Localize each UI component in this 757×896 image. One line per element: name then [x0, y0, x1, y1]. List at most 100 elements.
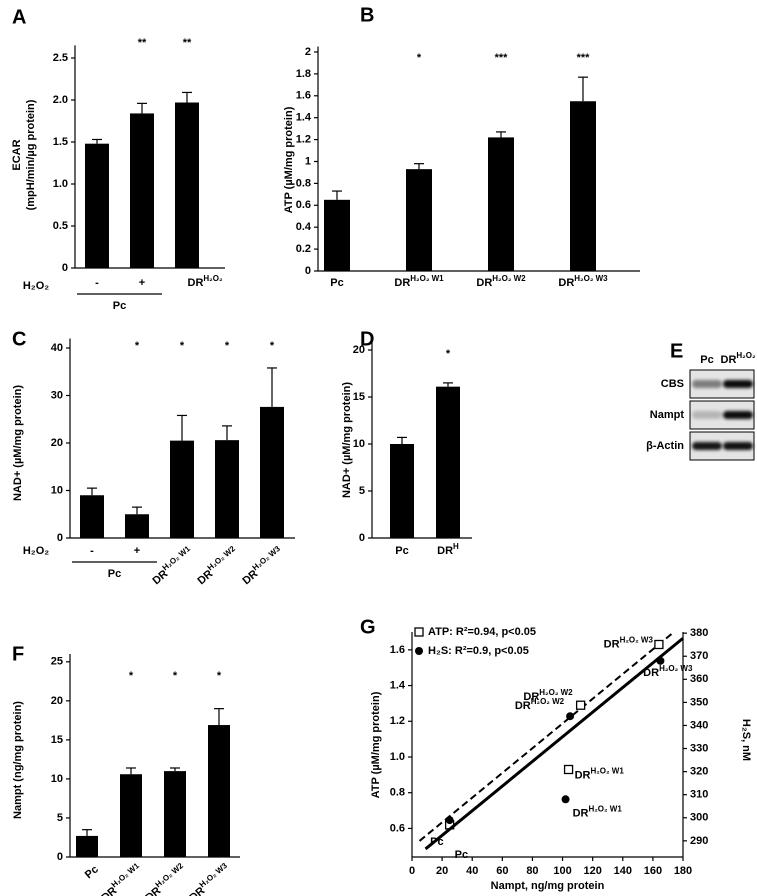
bar [406, 169, 432, 271]
x-tick-label-base: DR [187, 885, 207, 896]
panel-letter: B [360, 4, 374, 26]
y-tick-label: 1 [305, 155, 311, 167]
blot-band [692, 380, 722, 388]
x-tick-label-sup: H₂O₂ W3 [197, 860, 229, 889]
y-tick-label: 25 [51, 656, 63, 668]
x-tick-label-base: - [95, 277, 99, 289]
y-tick-label: 1.4 [296, 112, 312, 124]
point [654, 639, 664, 650]
y2-tick-label: 360 [690, 673, 708, 685]
x-tick-label-sup: H₂O₂ W3 [574, 274, 608, 283]
y-tick-label: 1.2 [296, 133, 311, 145]
x-tick-label: DRH₂O₂ W3 [185, 860, 233, 896]
x-tick-label-sup: H₂O₂ W1 [109, 860, 141, 889]
point [563, 764, 574, 775]
point-label: DRH₂O₂ W3 [643, 663, 693, 678]
significance: *** [577, 52, 591, 64]
point-label: DRH₂O₂ W1 [575, 766, 625, 781]
row-label: Nampt [650, 409, 685, 421]
y-tick-label: 10 [353, 438, 365, 450]
y-tick-label: 0 [62, 262, 68, 274]
group-label: Pc [113, 300, 126, 312]
blot-band [692, 442, 722, 450]
bar [76, 835, 98, 857]
bar [324, 199, 350, 271]
x-tick-label: Pc [83, 863, 101, 881]
y-tick-label: 1.6 [390, 644, 405, 656]
bar [120, 774, 142, 857]
point-label-sup: H₂O₂ W2 [531, 697, 565, 706]
x-tick-label: 20 [436, 865, 448, 877]
x-tick-label: DRH [437, 542, 459, 557]
x-axis-label: Nampt, ng/mg protein [491, 880, 605, 892]
x-tick-label: 160 [644, 865, 662, 877]
x-tick-label: 100 [553, 865, 571, 877]
x-tick-label: DRH₂O₂ W2 [193, 543, 241, 587]
x-tick-label: DRH₂O₂ W2 [141, 860, 189, 896]
y-tick-label: 0 [305, 265, 311, 277]
significance: * [180, 340, 185, 352]
x-tick-label-sup: H [453, 542, 459, 551]
fit-line [424, 637, 684, 851]
y-tick-label: 15 [51, 734, 63, 746]
point [445, 816, 454, 825]
point-label-base: Pc [430, 836, 443, 848]
bar [125, 514, 149, 538]
point-label-base: DR [573, 807, 589, 819]
x-tick-label-base: - [90, 545, 94, 557]
y-axis-label: Nampt (ng/mg protein) [12, 701, 24, 819]
point-label: DRH₂O₂ W1 [573, 804, 623, 819]
treatment-label: H₂O₂ [23, 545, 49, 557]
lane-label-sup: H₂O₂ [736, 351, 756, 360]
x-tick-label-sup: H₂O₂ W2 [492, 274, 526, 283]
point-label-sup: H₂O₂ W3 [659, 663, 693, 672]
y-tick-label: 1.0 [390, 751, 405, 763]
x-tick-label-sup: H₂O₂ W2 [205, 543, 237, 572]
bar [570, 101, 596, 271]
x-tick-label: DRH₂O₂ W3 [238, 543, 286, 587]
blot-band [723, 442, 753, 450]
y-tick-label: 1.0 [53, 178, 68, 190]
y-tick-label: 0.6 [390, 822, 405, 834]
x-tick-label: Pc [330, 277, 343, 289]
treatment-label-base: H₂O₂ [23, 545, 49, 557]
bar [215, 440, 239, 538]
y-tick-label: 5 [359, 485, 365, 497]
x-tick-label: 40 [466, 865, 478, 877]
y-tick-label: 0.8 [296, 177, 311, 189]
y-tick-label: 20 [353, 344, 365, 356]
bar [208, 725, 230, 857]
x-tick-label: 180 [674, 865, 692, 877]
y2-tick-label: 370 [690, 650, 708, 662]
x-tick-label: + [139, 277, 145, 289]
point [561, 795, 570, 804]
x-tick-label: 0 [409, 865, 415, 877]
y-tick-label: 0.4 [296, 221, 312, 233]
x-tick-label-sup: H₂O₂ W1 [410, 274, 444, 283]
treatment-label-base: H₂O₂ [23, 280, 49, 292]
lane-label: Pc [700, 354, 713, 366]
y-tick-label: 5 [57, 812, 63, 824]
y-tick-label: 2 [305, 46, 311, 58]
y-tick-label: 0.5 [53, 220, 68, 232]
y-tick-label: 0 [57, 532, 63, 544]
y-axis-label: NAD+ (µM/mg protein) [12, 385, 24, 501]
point-label-base: DR [643, 667, 659, 679]
legend-label: ATP: R²=0.94, p<0.05 [428, 626, 536, 638]
y-tick-label: 10 [51, 484, 63, 496]
x-tick-label-base: DR [437, 545, 453, 557]
significance: * [446, 348, 451, 360]
y-tick-label: 0 [359, 532, 365, 544]
lane-label-base: DR [721, 354, 737, 366]
y-tick-label: 40 [51, 342, 63, 354]
x-tick-label: DRH₂O₂ W2 [476, 274, 526, 289]
fit-line [418, 631, 675, 842]
row-label: β-Actin [646, 440, 684, 452]
group-label: Pc [108, 568, 121, 580]
y-axis-label: (mpH/min/µg protein) [25, 99, 37, 210]
blot-band [723, 380, 753, 388]
bar [436, 386, 460, 538]
panel-letter: G [360, 616, 376, 638]
y-axis-label: ATP (µM/mg protein) [370, 691, 382, 798]
y-tick-label: 0.2 [296, 243, 311, 255]
